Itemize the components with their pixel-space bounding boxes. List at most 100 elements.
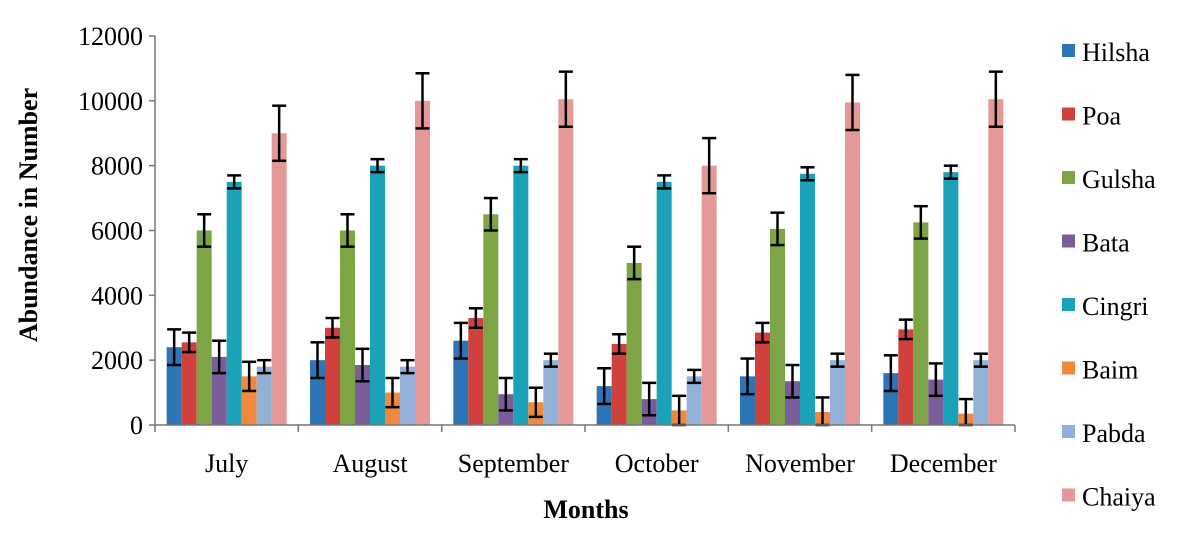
bar-cingri-august [370, 165, 385, 425]
bar-poa-september [468, 318, 484, 425]
bar-pabda-december [973, 360, 989, 425]
bar-hilsha-november [740, 376, 755, 425]
bar-chaiya-july [271, 133, 287, 425]
error-bar-poa-november [755, 321, 770, 344]
x-tick-label-july: July [205, 449, 248, 478]
y-axis-title: Abundance in Number [14, 88, 43, 342]
error-bar-bata-august [355, 347, 370, 383]
bar-gulsha-september [483, 214, 499, 425]
error-bar-chaiya-october [702, 136, 717, 195]
legend-swatch [1062, 298, 1075, 311]
legend-label: Pabda [1082, 419, 1146, 448]
error-bar-pabda-december [973, 352, 988, 368]
bar-hilsha-december [883, 373, 899, 425]
bar-pabda-september [543, 360, 559, 425]
bar-cingri-november [800, 173, 815, 425]
error-bar-cingri-october [657, 174, 672, 190]
error-bar-pabda-july [257, 358, 272, 375]
error-bar-chaiya-november [845, 73, 860, 132]
error-bar-pabda-august [400, 358, 415, 375]
x-tick-label-september: September [458, 449, 570, 478]
bar-pabda-august [400, 366, 415, 425]
bar-poa-august [325, 327, 340, 425]
y-tick-label: 8000 [91, 152, 143, 181]
legend-item-chaiya: Chaiya [1062, 483, 1156, 512]
legend-swatch [1062, 107, 1075, 121]
error-bars-layer [167, 70, 1003, 427]
legend-label: Bata [1082, 229, 1130, 258]
error-bar-chaiya-december [988, 70, 1003, 129]
legend-swatch [1062, 425, 1075, 438]
error-bar-poa-july [182, 331, 197, 354]
error-bar-bata-december [928, 362, 943, 398]
bar-chaiya-august [415, 100, 430, 425]
legend-label: Baim [1082, 356, 1138, 385]
error-bar-chaiya-july [272, 104, 287, 163]
legend-swatch [1062, 488, 1075, 502]
legend: Hilsha Poa Gulsha Bata Cingri Baim Pabda Chaiya [1062, 38, 1156, 512]
legend-item-baim: Baim [1062, 356, 1138, 385]
error-bar-gulsha-october [627, 245, 642, 281]
error-bar-poa-september [468, 307, 483, 329]
legend-item-cingri: Cingri [1062, 292, 1148, 321]
bar-gulsha-december [913, 222, 929, 425]
error-bar-chaiya-september [558, 70, 573, 129]
x-tick-label-august: August [332, 449, 408, 478]
bar-hilsha-august [310, 360, 325, 425]
bar-pabda-november [830, 360, 845, 425]
legend-swatch [1062, 234, 1075, 248]
y-tick-label: 0 [130, 411, 143, 440]
error-bar-hilsha-september [453, 321, 468, 360]
bar-bata-november [785, 381, 800, 425]
bar-cingri-december [943, 172, 959, 425]
error-bar-cingri-july [227, 174, 242, 190]
bar-pabda-october [686, 376, 702, 425]
error-bar-baim-august [385, 376, 400, 409]
error-bar-pabda-september [543, 352, 558, 368]
legend-item-gulsha: Gulsha [1062, 165, 1156, 194]
error-bar-hilsha-july [167, 328, 182, 367]
bar-chaiya-october [701, 165, 717, 425]
x-tick-labels: July August September October November Decemb… [205, 449, 997, 478]
y-tick-label: 2000 [91, 346, 143, 375]
error-bar-cingri-august [370, 157, 385, 174]
bar-cingri-september [513, 165, 529, 425]
bar-poa-december [898, 329, 914, 425]
bar-chaiya-november [845, 102, 860, 426]
error-bar-hilsha-august [310, 341, 325, 380]
error-bar-pabda-november [830, 352, 845, 368]
legend-label: Chaiya [1082, 483, 1156, 512]
error-bar-bata-july [212, 339, 227, 375]
error-bar-baim-september [528, 386, 543, 419]
bar-gulsha-november [770, 228, 785, 425]
legend-swatch [1062, 44, 1075, 57]
bar-baim-july [241, 376, 257, 425]
error-bar-gulsha-july [197, 213, 212, 248]
y-tick-label: 4000 [91, 281, 143, 310]
error-bar-bata-november [785, 363, 800, 399]
bar-baim-august [385, 392, 400, 425]
legend-swatch [1062, 361, 1075, 375]
x-axis-title: Months [543, 495, 628, 524]
error-bar-gulsha-august [340, 213, 355, 248]
y-tick-labels: 0 2000 4000 6000 8000 10000 12000 [78, 22, 143, 440]
error-bar-bata-october [642, 381, 657, 417]
y-tick-label: 12000 [78, 22, 143, 51]
bar-poa-november [755, 332, 770, 425]
x-tick-label-december: December [890, 449, 997, 478]
y-tick-label: 10000 [78, 87, 143, 116]
error-bar-gulsha-november [770, 211, 785, 247]
legend-item-poa: Poa [1062, 102, 1121, 131]
legend-item-pabda: Pabda [1062, 419, 1146, 448]
bar-chaiya-september [558, 99, 574, 426]
x-tick-label-october: October [615, 449, 699, 478]
error-bar-cingri-december [943, 164, 958, 180]
error-bar-pabda-october [687, 368, 702, 385]
bar-pabda-july [256, 366, 272, 425]
error-bar-poa-december [898, 318, 913, 341]
bar-cingri-october [656, 181, 672, 425]
legend-label: Cingri [1082, 292, 1148, 321]
error-bar-poa-august [325, 316, 340, 339]
